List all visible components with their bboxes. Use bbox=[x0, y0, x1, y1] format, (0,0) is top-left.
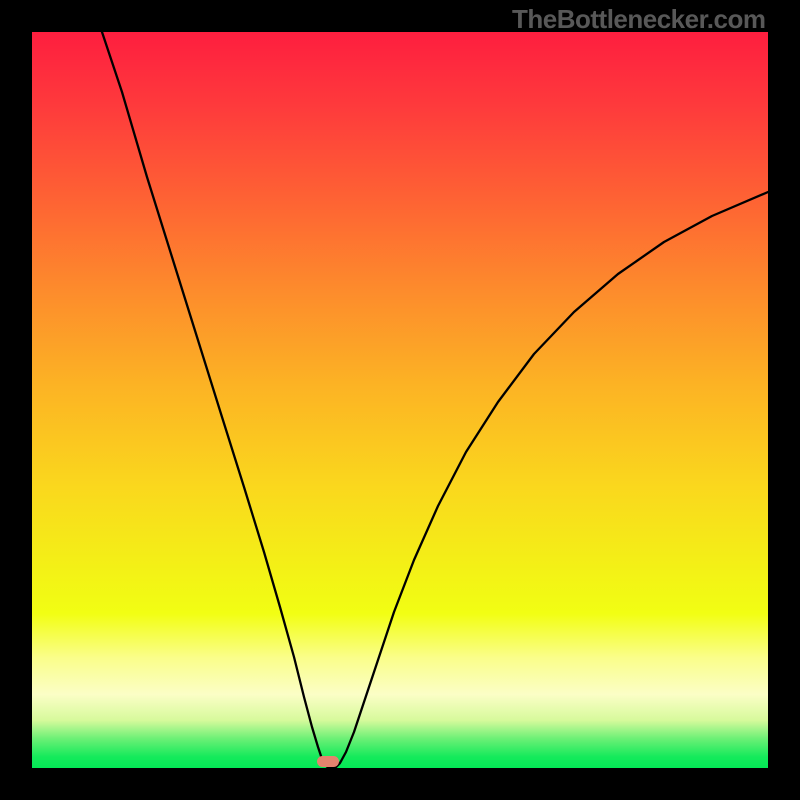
watermark-text: TheBottlenecker.com bbox=[512, 4, 765, 35]
optimum-marker bbox=[317, 756, 339, 767]
plot-area bbox=[32, 32, 768, 768]
chart-container: TheBottlenecker.com bbox=[0, 0, 800, 800]
